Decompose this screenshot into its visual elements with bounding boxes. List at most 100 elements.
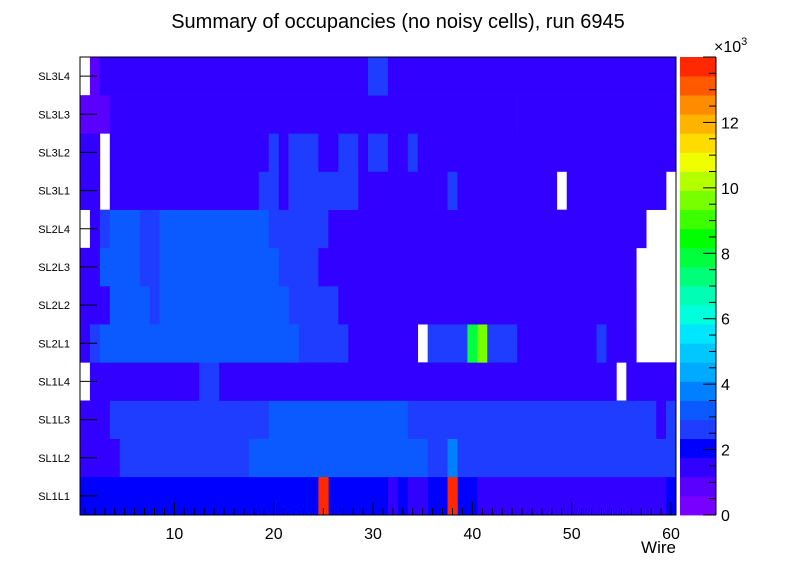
chart-title: Summary of occupancies (no noisy cells),… [171,11,625,33]
heatmap-cell [606,324,637,363]
colorbar-tick-label: 2 [721,443,730,460]
heatmap-cell [159,286,289,325]
heatmap-cell [646,57,677,96]
heatmap-cell [99,324,299,363]
heatmap-cell [318,247,627,287]
heatmap-cell [109,209,140,249]
heatmap-cell [387,57,647,96]
heatmap-cell [457,171,558,210]
heatmap-cell [566,362,617,401]
colorbar-multiplier: ×103 [714,36,747,56]
x-tick-label: 40 [463,526,481,543]
heatmap-cell [199,362,220,401]
y-axis: SL1L1 SL1L2 SL1L3 SL1L4 SL2L1 SL2L2 SL2L3 SL2L4… [38,71,97,503]
heatmap-cell [139,247,160,287]
colorbar-swatch [680,476,716,497]
heatmap-cell [109,286,150,325]
x-tick-label: 10 [165,526,183,543]
heatmap-cell [636,362,677,401]
heatmap-cell [268,209,329,249]
heatmap-cell [407,476,428,516]
heatmap-cell [278,247,319,287]
colorbar-swatch [680,343,716,363]
x-tick-label: 20 [265,526,283,543]
x-tick-label: 50 [563,526,581,543]
heatmap-cell [318,133,339,172]
heatmap-cell [268,133,279,172]
colorbar-swatch [680,286,716,306]
y-category-label: SL3L2 [38,147,70,159]
colorbar-swatch [680,305,716,325]
heatmap-cell [407,133,419,172]
heatmap-cell [626,362,637,401]
colorbar-swatch [680,190,716,211]
heatmap-cell [358,171,409,210]
heatmap-cell [636,209,647,249]
y-category-label: SL1L2 [38,453,70,465]
colorbar-swatch [680,76,716,96]
colorbar-swatch [680,419,716,440]
heatmap-cell [517,95,528,134]
heatmap-cell [477,476,637,516]
colorbar: 0 2 4 6 8 10 12 [680,56,739,525]
heatmap-cell [109,171,260,210]
y-category-label: SL1L3 [38,415,70,427]
heatmap-cell [566,171,647,210]
heatmap-cell [139,209,160,249]
heatmap-cell [407,171,438,210]
heatmap-cell [437,171,448,210]
heatmap-cell [646,171,667,210]
colorbar-multiplier-exponent: 3 [741,36,747,48]
colorbar-swatch [680,381,716,401]
colorbar-tick-label: 0 [721,508,730,525]
y-category-label: SL1L1 [38,491,70,503]
heatmap-cell [328,209,637,249]
x-axis: 10 20 30 40 50 60 [84,502,680,543]
colorbar-swatch [680,495,716,516]
heatmap-cell [467,324,478,363]
y-category-label: SL3L3 [38,109,70,121]
heatmap-cell [517,324,597,363]
heatmap-cell [447,438,458,478]
colorbar-swatch [680,209,716,230]
heatmap-cell [258,171,279,210]
heatmap-cell [368,133,389,172]
colorbar-tick-label: 10 [721,181,739,198]
heatmap-cells [80,57,677,516]
colorbar-swatch [680,324,716,344]
heatmap-cell [109,400,270,439]
colorbar-swatch [680,171,716,191]
y-category-label: SL3L4 [38,71,70,83]
colorbar-tick-label: 4 [721,377,730,394]
heatmap-cell [417,133,647,172]
heatmap-cell [119,133,270,172]
heatmap-cell [338,133,359,172]
heatmap-cell [159,247,279,287]
heatmap-cell [477,324,488,363]
heatmap-cell [368,57,389,96]
y-category-label: SL2L2 [38,300,70,312]
heatmap-cell [109,95,518,134]
heatmap-cell [278,133,289,172]
x-tick-label: 60 [662,526,680,543]
heatmap-cell [318,476,329,516]
colorbar-swatch [680,57,716,77]
colorbar-swatch [680,95,716,115]
heatmap-cell [427,438,448,478]
colorbar-swatch [680,438,716,459]
colorbar-tick-label: 6 [721,312,730,329]
y-category-label: SL2L1 [38,338,70,350]
heatmap-cell [159,209,270,249]
heatmap-cell [219,362,568,401]
heatmap-cell [288,171,359,210]
heatmap-cell [248,438,428,478]
heatmap-cell [626,247,637,287]
colorbar-multiplier-base: ×10 [714,39,741,56]
x-tick-label: 30 [364,526,382,543]
heatmap-cell [99,209,111,249]
colorbar-swatch [680,266,716,287]
heatmap-cell [407,400,657,439]
heatmap-cell [99,247,140,287]
colorbar-swatch [680,400,716,420]
